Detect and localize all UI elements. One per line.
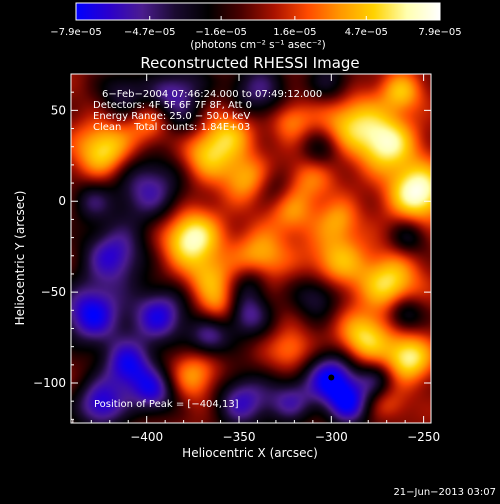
y-axis-label: Heliocentric Y (arcsec) — [13, 191, 27, 326]
y-axis: −100 −50 0 50 — [33, 73, 431, 420]
colorbar-tick-label: 4.7e−05 — [345, 27, 388, 38]
y-tick-label: −100 — [33, 376, 66, 390]
plot-frame — [70, 73, 432, 424]
annotations: 6−Feb−2004 07:46:24.000 to 07:49:12.000 … — [93, 89, 322, 410]
x-tick-label: −300 — [315, 430, 348, 444]
colorbar-tick-label: 7.9e−05 — [418, 27, 461, 38]
colorbar-tick-label: −7.9e−05 — [50, 27, 102, 38]
marked-point — [328, 374, 335, 381]
x-tick-label: −250 — [407, 430, 440, 444]
y-tick-label: 50 — [51, 103, 66, 117]
colorbar-ticks: −7.9e−05 −4.7e−05 −1.6e−05 1.6e−05 4.7e−05 7.… — [50, 16, 462, 38]
x-tick-label: −400 — [130, 430, 163, 444]
annotation-peak-position: Position of Peak = [−404,13] — [94, 399, 239, 410]
colorbar-tick-label: −1.6e−05 — [195, 27, 247, 38]
annotation-time-range: 6−Feb−2004 07:46:24.000 to 07:49:12.000 — [102, 89, 322, 100]
x-axis-label: Heliocentric X (arcsec) — [182, 446, 318, 460]
y-tick-label: 0 — [58, 194, 66, 208]
annotation-energy-range: Energy Range: 25.0 − 50.0 keV — [93, 111, 250, 122]
x-tick-label: −350 — [223, 430, 256, 444]
chart-title: Reconstructed RHESSI Image — [140, 54, 359, 72]
x-axis: −400 −350 −300 −250 — [72, 74, 440, 444]
heatmap-image — [71, 74, 431, 423]
colorbar-units-label: (photons cm⁻² s⁻¹ asec⁻²) — [190, 39, 325, 51]
footer-date: 21−Jun−2013 03:07 — [393, 487, 496, 498]
marked-point-dot — [328, 374, 335, 381]
colorbar — [75, 2, 441, 21]
annotation-clean-counts: Clean Total counts: 1.84E+03 — [93, 122, 250, 133]
annotation-detectors: Detectors: 4F 5F 6F 7F 8F, Att 0 — [93, 100, 252, 111]
colorbar-tick-label: 1.6e−05 — [273, 27, 316, 38]
colorbar-tick-label: −4.7e−05 — [124, 27, 176, 38]
y-tick-label: −50 — [41, 285, 66, 299]
